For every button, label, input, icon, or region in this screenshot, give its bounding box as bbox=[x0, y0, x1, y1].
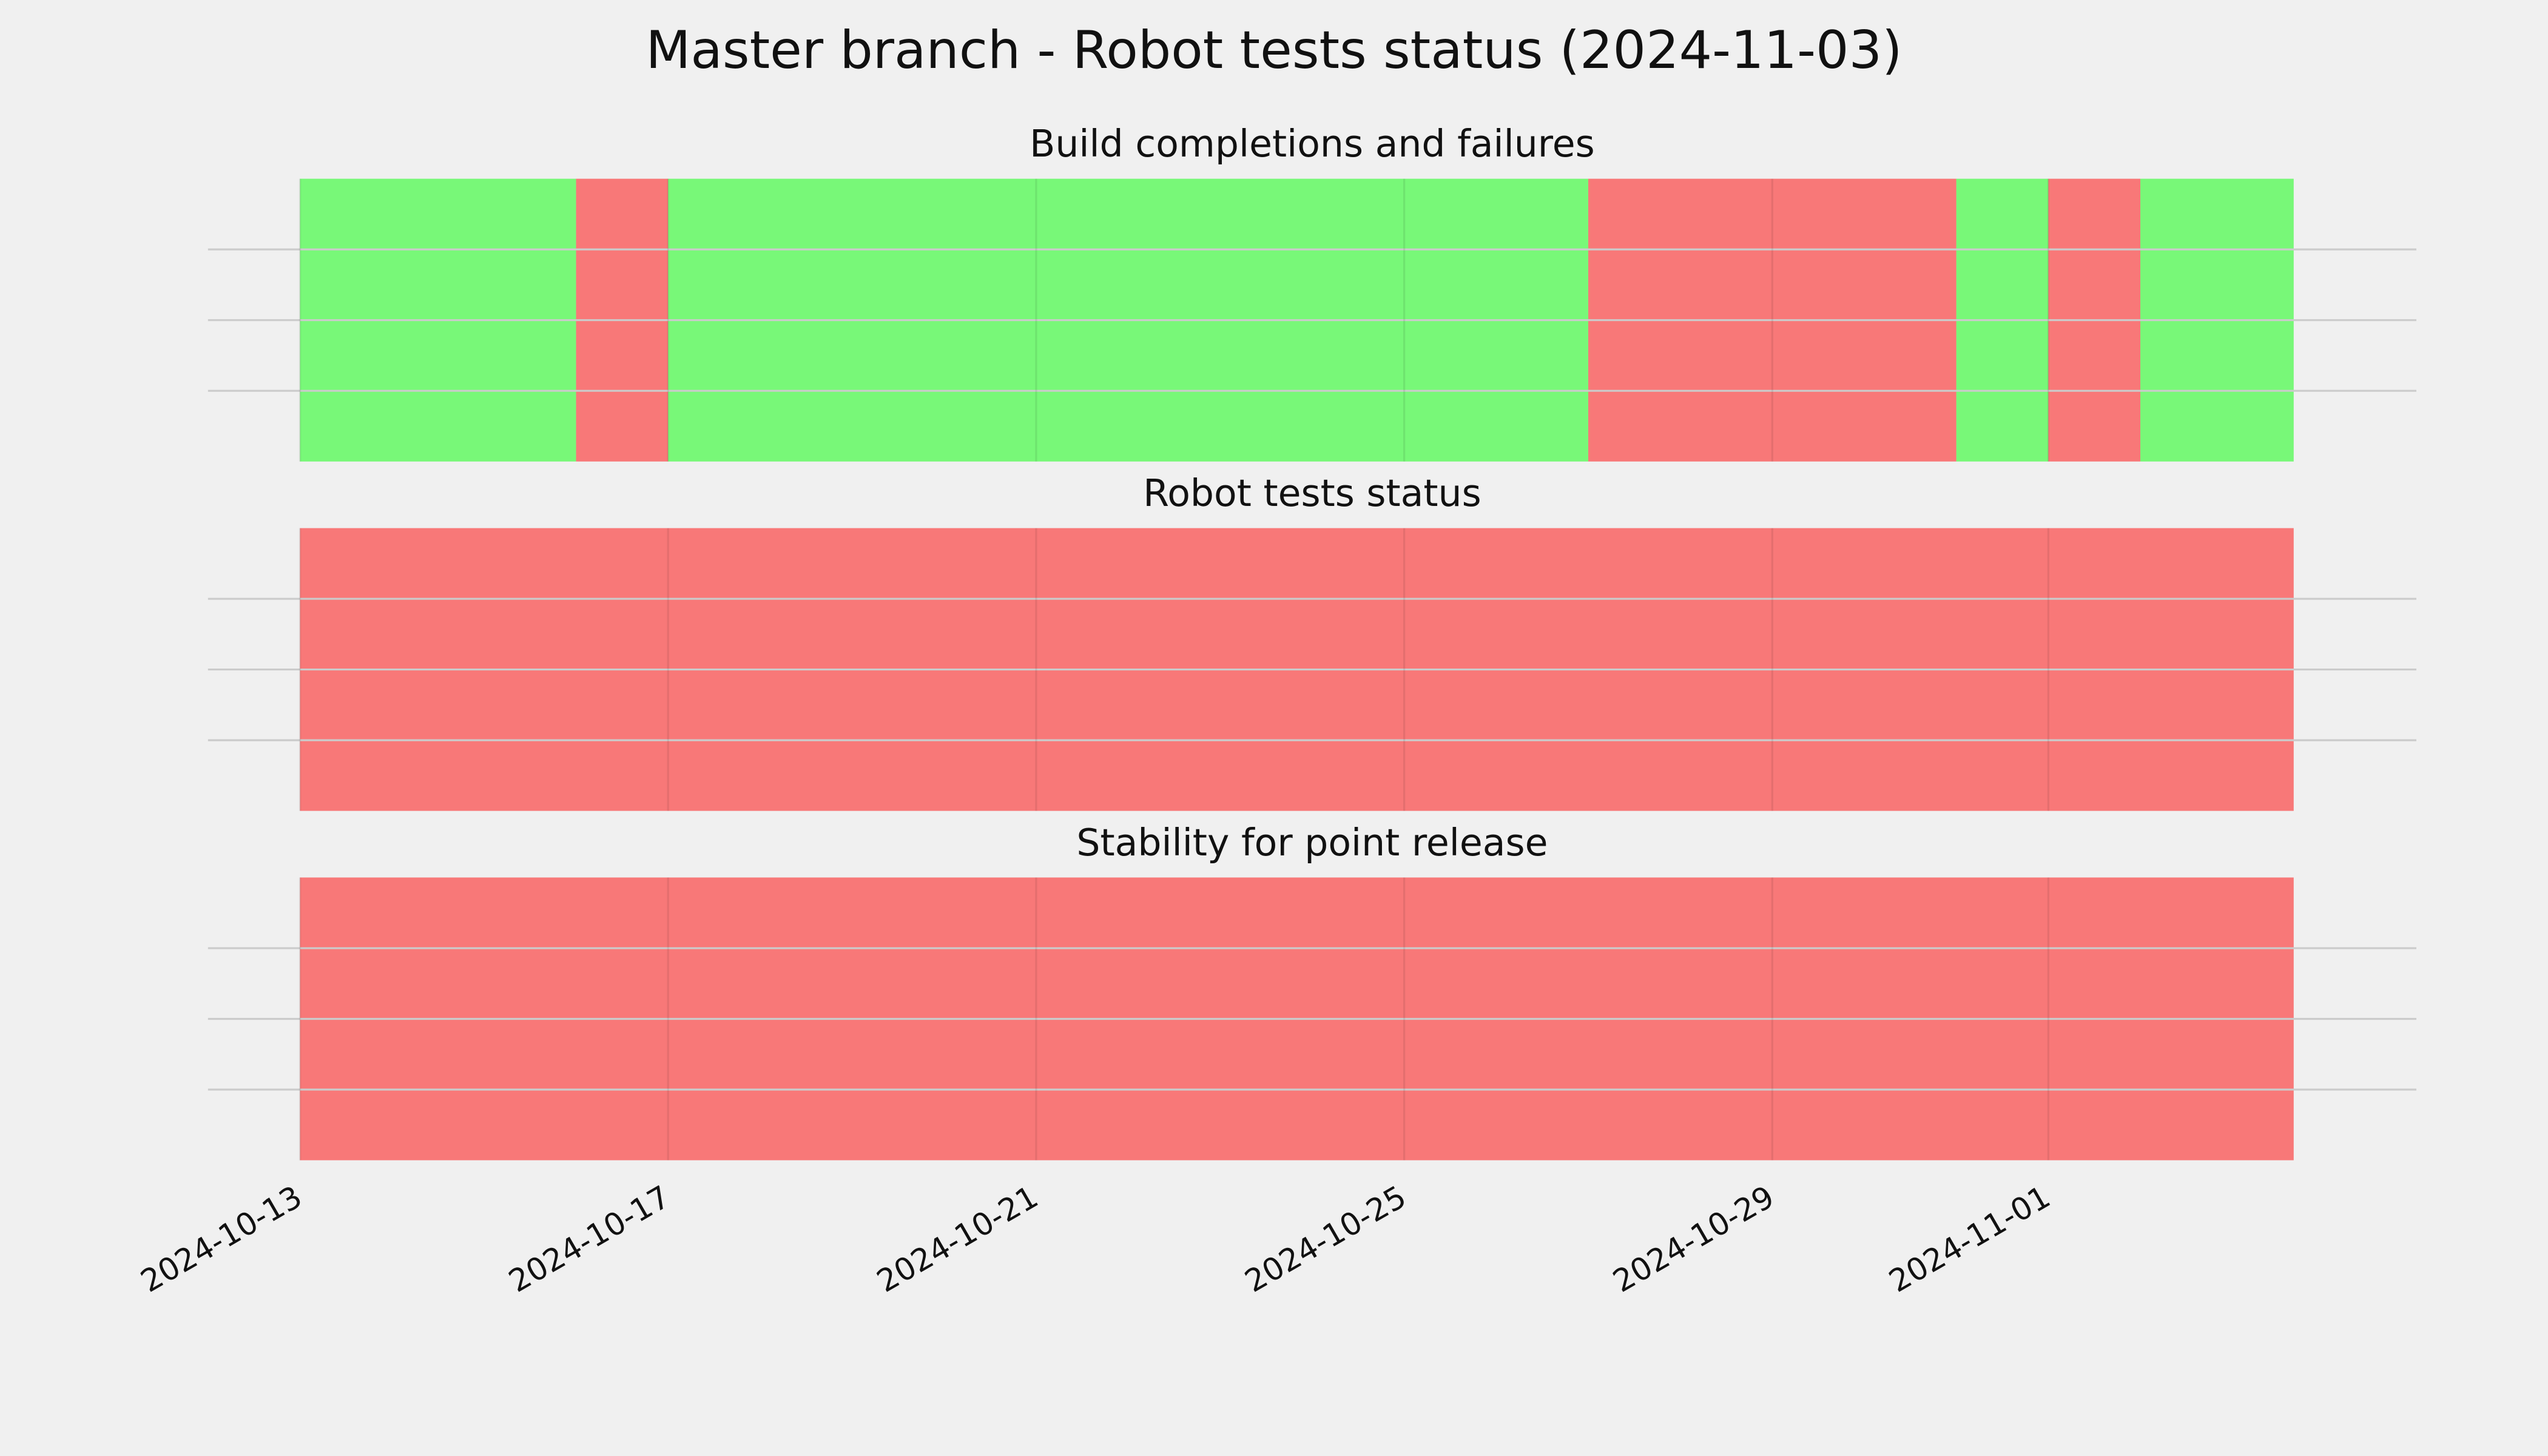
panel-title: Robot tests status bbox=[1143, 471, 1481, 515]
panel-title: Build completions and failures bbox=[1030, 122, 1595, 166]
chart-title: Master branch - Robot tests status (2024… bbox=[645, 20, 1902, 81]
panel-title: Stability for point release bbox=[1076, 821, 1548, 864]
